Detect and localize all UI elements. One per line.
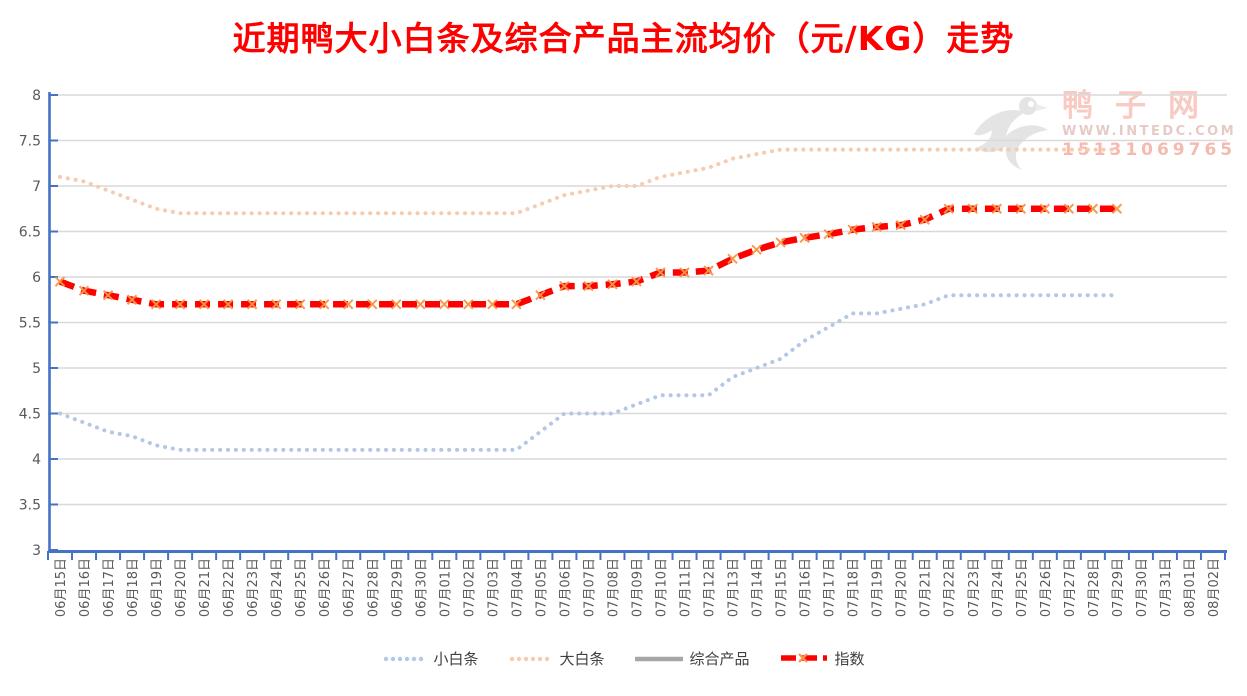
svg-text:07月29日: 07月29日 (1111, 558, 1126, 617)
watermark-site-name: 鸭子网 (1062, 88, 1221, 124)
svg-text:07月26日: 07月26日 (1039, 558, 1054, 617)
chart-legend: 小白条 大白条 综合产品 指数 (0, 648, 1247, 669)
svg-text:06月29日: 06月29日 (390, 558, 405, 617)
svg-text:5.5: 5.5 (19, 316, 41, 332)
svg-text:06月25日: 06月25日 (294, 558, 309, 617)
svg-text:07月03日: 07月03日 (486, 558, 501, 617)
svg-text:06月19日: 06月19日 (150, 558, 165, 617)
svg-text:06月26日: 06月26日 (318, 558, 333, 617)
svg-text:07月28日: 07月28日 (1087, 558, 1102, 617)
svg-text:07月01日: 07月01日 (438, 558, 453, 617)
svg-text:08月01日: 08月01日 (1183, 558, 1198, 617)
svg-text:06月21日: 06月21日 (198, 558, 213, 617)
svg-text:07月20日: 07月20日 (895, 558, 910, 617)
dashed-red-line-swatch-icon (780, 649, 828, 668)
svg-text:07月18日: 07月18日 (847, 558, 862, 617)
svg-text:06月20日: 06月20日 (174, 558, 189, 617)
svg-text:4.5: 4.5 (19, 407, 41, 423)
svg-text:07月06日: 07月06日 (558, 558, 573, 617)
svg-text:7.5: 7.5 (19, 134, 41, 150)
svg-text:3.5: 3.5 (19, 498, 41, 514)
svg-text:07月04日: 07月04日 (510, 558, 525, 617)
svg-text:06月24日: 06月24日 (270, 558, 285, 617)
svg-text:07月17日: 07月17日 (823, 558, 838, 617)
legend-item-zhishu: 指数 (780, 648, 865, 669)
svg-text:07月30日: 07月30日 (1135, 558, 1150, 617)
svg-text:07月19日: 07月19日 (871, 558, 886, 617)
svg-text:8: 8 (32, 88, 41, 104)
axes (47, 92, 1227, 560)
legend-label: 小白条 (433, 650, 479, 668)
svg-text:3: 3 (32, 543, 41, 559)
svg-text:07月05日: 07月05日 (534, 558, 549, 617)
legend-label: 综合产品 (689, 650, 750, 668)
svg-text:06月27日: 06月27日 (342, 558, 357, 617)
x-axis-labels: 06月15日 06月16日 06月17日 06月18日 06月19日 06月20日 06月2… (54, 558, 1222, 617)
solid-gray-line-swatch-icon (633, 649, 684, 668)
svg-text:07月22日: 07月22日 (943, 558, 958, 617)
svg-text:07月09日: 07月09日 (630, 558, 645, 617)
legend-item-xiaobaitiao: 小白条 (382, 648, 478, 669)
watermark-phone: 15131069765 (1062, 140, 1237, 160)
svg-text:07月25日: 07月25日 (1015, 558, 1030, 617)
legend-item-dabaitiao: 大白条 (508, 648, 605, 669)
svg-text:07月13日: 07月13日 (727, 558, 742, 617)
svg-text:07月21日: 07月21日 (919, 558, 934, 617)
series-lines (54, 147, 1123, 452)
svg-text:4: 4 (32, 452, 41, 468)
svg-text:5: 5 (32, 361, 41, 377)
page-title: 近期鸭大小白条及综合产品主流均价（元/KG）走势 (232, 19, 1015, 58)
svg-text:06月23日: 06月23日 (246, 558, 261, 617)
svg-text:06月22日: 06月22日 (222, 558, 237, 617)
svg-text:06月16日: 06月16日 (78, 558, 93, 617)
svg-text:06月30日: 06月30日 (414, 558, 429, 617)
y-axis-labels: 3 3.5 4 4.5 5 5.5 6 6.5 7 7.5 8 (19, 88, 41, 559)
svg-text:07月16日: 07月16日 (799, 558, 814, 617)
svg-text:07月07日: 07月07日 (582, 558, 597, 617)
legend-label: 大白条 (559, 650, 605, 668)
gridlines (48, 94, 1227, 506)
svg-text:07月24日: 07月24日 (991, 558, 1006, 617)
watermark-url: WWW.INTEDC.COM (1062, 124, 1237, 139)
legend-label: 指数 (834, 650, 865, 668)
svg-text:7: 7 (32, 179, 41, 195)
dotted-blue-line-swatch-icon (382, 649, 426, 668)
svg-text:6: 6 (32, 270, 41, 286)
svg-text:06月28日: 06月28日 (366, 558, 381, 617)
svg-text:6.5: 6.5 (19, 225, 41, 241)
svg-text:07月12日: 07月12日 (703, 558, 718, 617)
svg-text:07月15日: 07月15日 (775, 558, 790, 617)
svg-text:07月10日: 07月10日 (655, 558, 670, 617)
legend-item-zonghechanpin: 综合产品 (633, 648, 750, 669)
svg-text:06月15日: 06月15日 (54, 558, 69, 617)
svg-text:06月17日: 06月17日 (102, 558, 117, 617)
svg-text:08月02日: 08月02日 (1207, 558, 1222, 617)
svg-text:07月31日: 07月31日 (1159, 558, 1174, 617)
svg-text:07月11日: 07月11日 (679, 558, 694, 617)
svg-text:06月18日: 06月18日 (126, 558, 141, 617)
svg-text:07月14日: 07月14日 (751, 558, 766, 617)
dotted-orange-line-swatch-icon (508, 649, 552, 668)
svg-text:07月23日: 07月23日 (967, 558, 982, 617)
svg-text:07月02日: 07月02日 (462, 558, 477, 617)
svg-text:07月27日: 07月27日 (1063, 558, 1078, 617)
svg-text:07月08日: 07月08日 (606, 558, 621, 617)
